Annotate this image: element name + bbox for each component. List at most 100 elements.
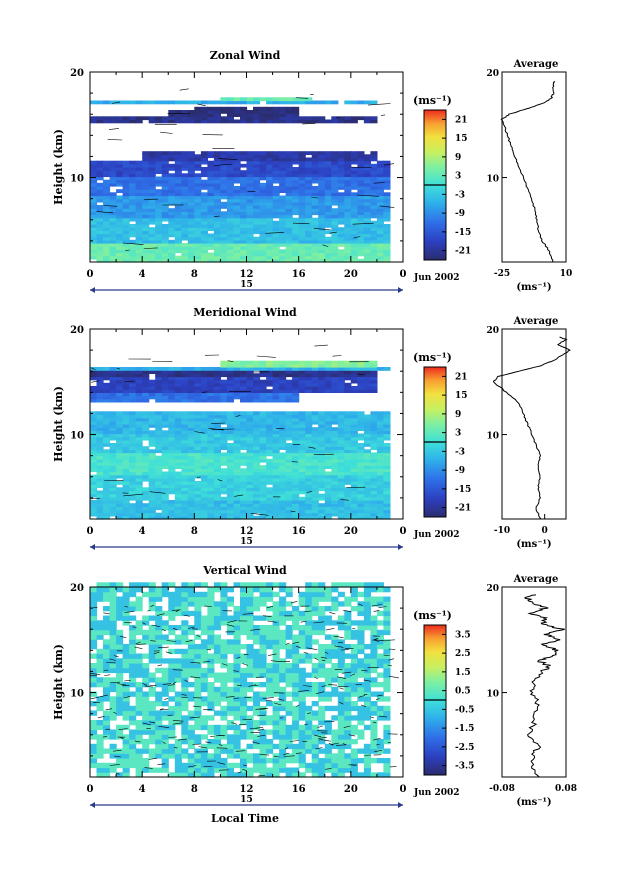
colorbar-unit: (ms⁻¹) [413,609,452,622]
y-tick-label: 10 [70,689,84,700]
x-axis-label: Local Time [211,812,279,825]
x-tick-label: 0 [87,526,94,537]
x-tick-label: 0 [87,784,94,795]
x-tick-label: 4 [139,784,146,795]
average-profile-panel: Average 20 10 -0.08 0.08 (ms⁻¹) [486,574,576,808]
average-x-label: -10 [494,526,510,536]
x-tick-label: 16 [292,526,306,537]
heatmap [90,582,391,778]
x-tick-label: 20 [344,269,358,280]
average-y-label: 10 [486,175,499,185]
colorbar-tick-label: 15 [455,134,468,144]
colorbar-tick-label: -21 [455,247,471,257]
average-unit: (ms⁻¹) [516,539,551,550]
average-title: Average [513,59,559,70]
average-title: Average [513,574,559,585]
colorbar-tick-label: -9 [455,466,465,476]
colorbar-tick-label: 21 [455,115,468,125]
colorbar-tick-label: 3 [455,172,461,182]
heatmap [90,360,391,520]
x-tick-label: 12 [240,269,254,280]
average-profile-line [524,594,566,778]
colorbar-tick-label: -1.5 [455,724,474,734]
colorbar-tick-label: -3 [455,447,465,457]
x-tick-label: 20 [344,526,358,537]
contour-lines [96,88,395,251]
panel-title: Zonal Wind [210,49,281,62]
average-profile-panel: Average 20 10 -10 0 (ms⁻¹) [486,316,571,550]
day-label: 15 [240,537,253,547]
panel-title: Vertical Wind [202,564,287,577]
x-tick-label: 0 [87,269,94,280]
x-tick-label: 8 [191,784,198,795]
colorbar-tick-label: 3 [455,429,461,439]
x-tick-label: 4 [139,526,146,537]
x-tick-label: 12 [240,784,254,795]
x-tick-label: 4 [139,269,146,280]
y-tick-label: 10 [70,431,84,442]
colorbar-tick-label: 9 [455,410,461,420]
colorbar-tick-label: 2.5 [455,649,471,659]
average-frame [501,586,567,778]
average-profile-line [492,336,571,520]
y-axis-label: Height (km) [52,644,65,720]
average-y-label: 20 [486,69,499,79]
heatmap [90,97,391,263]
average-unit: (ms⁻¹) [516,282,551,293]
y-ticks [90,586,403,778]
x-tick-label: 16 [292,269,306,280]
day-bar-arrow-right [398,544,403,550]
average-profile-panel: Average 20 10 -25 10 (ms⁻¹) [486,59,572,293]
average-y-label: 20 [486,326,499,336]
y-tick-label: 20 [70,68,84,79]
x-ticks [89,72,404,262]
colorbar-tick-label: 21 [455,372,468,382]
y-tick-label: 20 [70,583,84,594]
panel-title: Meridional Wind [193,306,297,319]
day-bar-arrow-left [90,544,95,550]
colorbar-tick-label: 9 [455,153,461,163]
day-label: 15 [240,280,253,290]
colorbar-tick-label: -15 [455,485,471,495]
average-x-label: 10 [560,269,573,279]
x-ticks [89,587,404,777]
y-tick-label: 10 [70,174,84,185]
colorbar-tick-label: 3.5 [455,630,471,640]
colorbar-tick-label: -21 [455,504,471,514]
average-y-label: 20 [486,584,499,594]
x-tick-label: 0 [400,269,407,280]
x-tick-label: 0 [400,526,407,537]
colorbar-tick-label: -2.5 [455,743,474,753]
colorbar-tick-label: -9 [455,209,465,219]
colorbar-tick-label: -3 [455,190,465,200]
contour-lines [90,344,369,516]
panel-3: Vertical Wind 20 10 Height (km) 0 4 8 12 16 20 0 15… [52,564,577,808]
month-label: Jun 2002 [413,273,460,283]
average-x-label: 0.08 [555,784,577,794]
average-y-label: 10 [486,690,499,700]
average-profile-line [500,80,556,263]
y-axis-label: Height (km) [52,386,65,462]
x-tick-label: 16 [292,784,306,795]
colorbar-unit: (ms⁻¹) [413,351,452,364]
x-tick-label: 20 [344,784,358,795]
day-label: 15 [240,795,253,805]
average-x-label: -25 [494,269,510,279]
day-bar-arrow-left [90,287,95,293]
x-tick-label: 8 [191,526,198,537]
average-frame [501,328,567,520]
colorbar-tick-label: 0.5 [455,687,471,697]
colorbar-tick-label: -15 [455,228,471,238]
day-bar-arrow-left [90,802,95,808]
month-label: Jun 2002 [413,788,460,798]
x-tick-label: 12 [240,526,254,537]
y-axis-label: Height (km) [52,129,65,205]
x-tick-label: 0 [400,784,407,795]
average-y-label: 10 [486,432,499,442]
colorbar-tick-label: 15 [455,391,468,401]
contour-lines [90,601,399,778]
average-title: Average [513,316,559,327]
average-frame [501,71,567,263]
average-x-label: -0.08 [489,784,515,794]
